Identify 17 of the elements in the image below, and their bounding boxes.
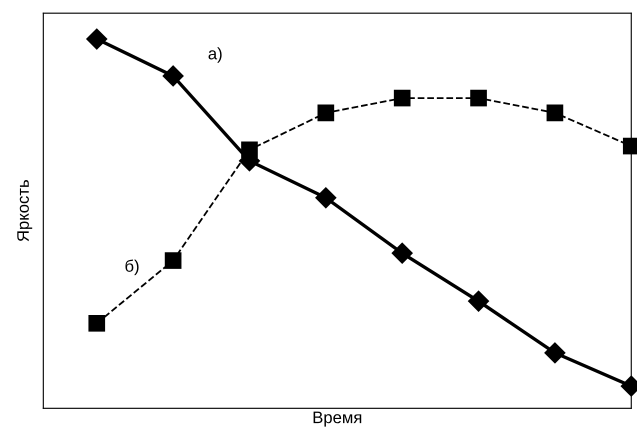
point [241, 141, 258, 158]
y-axis-title: Яркость [17, 180, 32, 242]
series-label: а) [208, 47, 222, 63]
point [318, 104, 334, 122]
point [470, 90, 487, 106]
point [394, 90, 411, 106]
point [162, 65, 184, 86]
point [544, 342, 566, 364]
point [468, 290, 490, 312]
point [88, 315, 106, 332]
x-axis-title: Время [314, 412, 362, 427]
series-label: б) [125, 259, 139, 276]
point [86, 28, 108, 50]
point [315, 187, 336, 208]
point [546, 104, 564, 122]
point [164, 252, 182, 269]
point [392, 242, 413, 264]
